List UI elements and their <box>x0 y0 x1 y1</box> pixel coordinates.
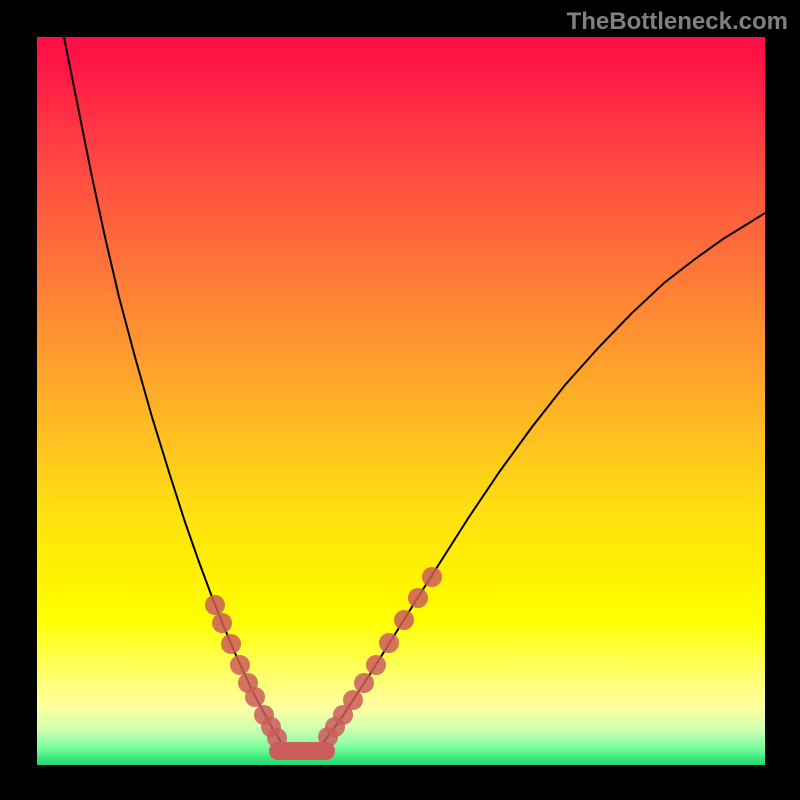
marker-left <box>205 595 225 615</box>
marker-right <box>408 588 428 608</box>
marker-right <box>366 655 386 675</box>
plot-svg <box>37 37 765 765</box>
curve-left <box>64 37 283 745</box>
marker-left <box>221 634 241 654</box>
plot-area <box>37 37 765 765</box>
marker-right <box>394 610 414 630</box>
marker-left <box>230 655 250 675</box>
marker-left <box>212 613 232 633</box>
marker-right <box>343 690 363 710</box>
marker-left <box>267 728 287 748</box>
curve-right <box>321 213 765 745</box>
marker-right <box>354 673 374 693</box>
marker-right <box>422 567 442 587</box>
watermark-text: TheBottleneck.com <box>567 8 788 36</box>
marker-right <box>379 633 399 653</box>
marker-left <box>245 687 265 707</box>
